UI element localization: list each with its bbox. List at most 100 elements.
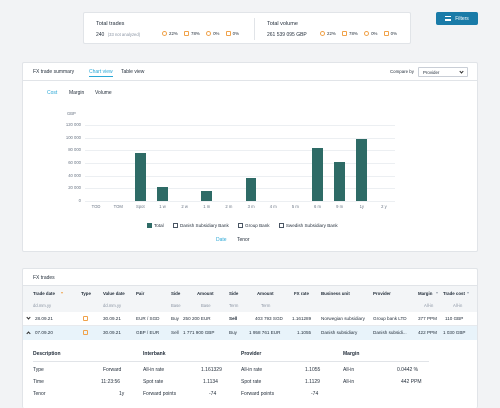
provider-fwd-label: Forward points (241, 391, 275, 397)
bar-1m[interactable] (201, 190, 213, 201)
volume-pct-4: 0% (390, 31, 398, 36)
bar-3m[interactable] (245, 177, 257, 201)
grid-line (85, 137, 395, 139)
chevron-down-icon[interactable] (26, 315, 31, 320)
x-tick-label: 6 m (314, 204, 321, 209)
col-provider[interactable]: Provider (373, 291, 391, 296)
sort-icon[interactable] (436, 292, 438, 294)
y-tick-label: 0 (78, 198, 81, 203)
filters-button[interactable]: Filters (436, 12, 478, 25)
grid-line (85, 201, 395, 202)
interbank-allin-value: 1.161329 (201, 367, 222, 373)
col-business-unit[interactable]: Business unit (321, 291, 350, 296)
legend-swedish[interactable]: Swedish Subsidiary Bank (278, 222, 338, 228)
bar-1w[interactable] (157, 187, 168, 201)
cell-value-date: 30.09.21 (103, 330, 121, 335)
grid-line (85, 188, 395, 190)
tab-cost[interactable]: Cost (47, 90, 58, 96)
interbank-spot-value: 1.1134 (203, 379, 218, 385)
y-tick-label: 40 000 (68, 172, 81, 178)
checkbox-icon (172, 222, 178, 228)
tab-table-view[interactable]: Table view (121, 69, 145, 75)
detail-type-value: Forward (103, 367, 122, 373)
legend-danish-label: Danish Subsidiary Bank (179, 223, 229, 228)
cell-value-date: 30.09.21 (103, 316, 121, 321)
provider-allin-value: 1.1055 (305, 367, 321, 373)
bar-1y[interactable] (356, 138, 368, 201)
col-side-base[interactable]: Side (171, 291, 181, 296)
cell-amount-term: 1 958 761 EUR (249, 330, 281, 335)
compare-label: Compare by (390, 69, 414, 74)
table-row-expanded[interactable]: 07.09.20 30.09.21 GBP / EUR Sell 1 771 9… (23, 326, 477, 340)
margin-ppm-value: 442 PPM (401, 379, 422, 385)
cell-side-base: Sell (171, 330, 179, 335)
detail-heading-provider: Provider (241, 351, 262, 357)
compare-select[interactable]: Provider (418, 67, 468, 77)
cell-margin: 377 PPM (418, 316, 437, 321)
x-tick-label: 9 m (336, 204, 344, 209)
col-side-term[interactable]: Side (229, 291, 239, 296)
interbank-allin-label: All-in rate (143, 367, 165, 373)
detail-time-label: Time (33, 379, 44, 385)
cell-trade-date: 07.09.20 (35, 330, 53, 335)
sub-amount-base: Base (201, 303, 211, 308)
bar-6m[interactable] (312, 148, 323, 201)
interbank-fwd-label: Forward points (143, 391, 177, 397)
col-margin[interactable]: Margin (418, 291, 433, 296)
grid-line (85, 175, 395, 177)
table-title: FX trades (33, 275, 55, 281)
chevron-up-icon[interactable] (26, 331, 31, 336)
volume-pct-row: 22% 78% 0% 0% (320, 31, 398, 37)
sort-down-icon[interactable] (61, 292, 63, 294)
cell-trade-date: 28.09.21 (35, 316, 53, 321)
cell-business-unit: Danish subsidiary (321, 330, 358, 335)
panel-header-divider (23, 80, 477, 81)
col-type[interactable]: Type (81, 291, 91, 296)
col-pair[interactable]: Pair (136, 291, 145, 296)
tab-tenor[interactable]: Tenor (237, 237, 250, 243)
tab-chart-view[interactable]: Chart view (89, 69, 113, 77)
sub-side-term: Term (229, 303, 239, 308)
sub-margin: All-in (424, 303, 434, 308)
legend-group-label: Group Bank (245, 223, 270, 228)
total-volume-title: Total volume (267, 21, 298, 27)
total-trades-title: Total trades (96, 21, 125, 27)
sort-icon[interactable] (467, 292, 469, 294)
sub-trade-cost: All-in (453, 303, 463, 308)
cost-chart: GBP 120 000 100 000 80 000 60 000 40 000 20 0… (23, 107, 479, 217)
legend-danish[interactable]: Danish Subsidiary Bank (172, 222, 229, 228)
col-fx-rate[interactable]: FX rate (294, 291, 309, 296)
detail-divider (33, 361, 429, 362)
bar-spot[interactable] (135, 152, 146, 201)
legend-swedish-label: Swedish Subsidiary Bank (285, 223, 338, 228)
tab-margin[interactable]: Margin (69, 90, 85, 96)
col-amount-term[interactable]: Amount (257, 291, 274, 296)
bar-9m[interactable] (334, 162, 345, 201)
x-tick-label: 1y (359, 204, 364, 209)
legend-total[interactable]: Total (147, 222, 164, 228)
col-amount-base[interactable]: Amount (197, 291, 214, 296)
sliders-icon (445, 16, 452, 21)
forward-type-icon (83, 330, 88, 335)
tab-date[interactable]: Date (216, 237, 227, 243)
arrow-icon (184, 31, 190, 37)
checkbox-checked-icon (147, 222, 152, 228)
key-icon (225, 31, 231, 37)
col-value-date[interactable]: Value date (103, 291, 125, 296)
col-trade-date[interactable]: Trade date (33, 291, 55, 296)
pct-dot-icon (162, 31, 167, 37)
legend-group[interactable]: Group Bank (238, 222, 270, 228)
y-tick-label: 80 000 (68, 147, 81, 153)
provider-spot-value: 1.1129 (305, 379, 320, 385)
grid-line (85, 150, 395, 152)
detail-heading-description: Description (33, 351, 61, 357)
grid-line (85, 125, 395, 126)
cell-trade-cost: 110 GBP (445, 316, 464, 321)
x-tick-label: TOD (91, 204, 101, 209)
interbank-fwd-value: -74 (209, 391, 217, 397)
x-tick-label: 2 y (381, 204, 387, 209)
table-row[interactable]: 28.09.21 30.09.21 EUR / SGD Buy 250 200 … (23, 312, 477, 326)
tab-volume[interactable]: Volume (95, 90, 112, 96)
provider-allin-label: All-in rate (241, 367, 263, 373)
col-trade-cost[interactable]: Trade cost (443, 291, 465, 296)
